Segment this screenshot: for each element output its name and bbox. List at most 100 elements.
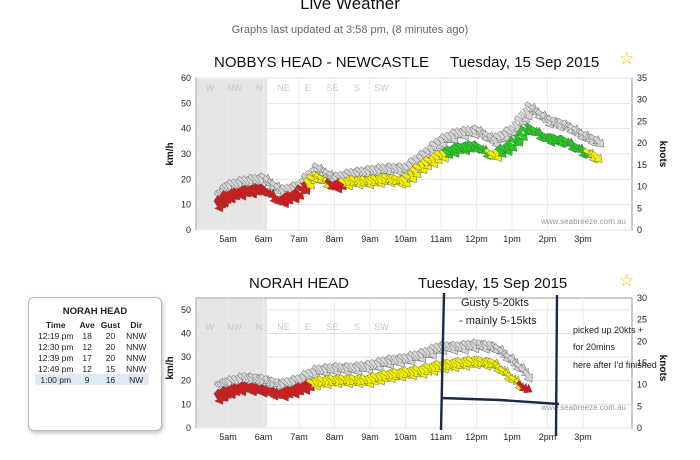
chart1-kmh-ticks: 0 10 20 30 40 50 60 [181,73,191,235]
kmh-tick-label: 10 [181,200,191,210]
cell-ave: 9 [76,374,98,385]
time-tick-label: 2pm [539,234,557,244]
cell-time: 12:49 pm [38,363,74,374]
time-tick-label: 9am [361,432,379,442]
time-tick-label: 5am [219,234,237,244]
cell-dir: NW [123,374,150,385]
chart1-favourite-star-icon[interactable]: ☆ [619,49,635,68]
time-tick-label: 9am [361,234,379,244]
header-dir: Dir [130,320,143,330]
time-tick-label: 2pm [539,432,557,442]
cell-dir: NNW [126,352,147,363]
wind-arrow-shape [522,369,533,383]
direction-label: SW [374,322,389,332]
time-tick-label: 8am [326,234,344,244]
chart1-ylabel: km/h [165,142,176,165]
chart2-station-name: NORAH HEAD [249,275,350,292]
direction-label: NE [277,83,290,93]
direction-label: N [256,322,263,332]
kmh-tick-label: 60 [181,73,191,83]
time-tick-label: 3pm [574,234,592,244]
knot-tick-label: 25 [637,116,647,126]
time-tick-label: 1pm [503,234,521,244]
knot-tick-label: 30 [637,95,647,105]
table-row: 12:19 pm 18 20 NNW [35,330,149,341]
kmh-tick-label: 50 [181,305,191,315]
knot-tick-label: 35 [637,73,647,83]
cell-time: 1:00 pm [35,374,77,385]
cell-time: 12:19 pm [38,330,74,341]
table-row: 12:49 pm 12 15 NNW [35,363,149,374]
chart2-wind-arrows [213,338,533,405]
time-tick-label: 7am [290,234,308,244]
direction-label: E [305,322,311,332]
knot-tick-label: 20 [637,336,647,346]
direction-label: E [305,83,311,93]
header-ave: Ave [79,320,95,330]
knot-tick-label: 10 [637,380,647,390]
observations-table: Time Ave Gust Dir 12:19 pm 18 20 NNW 12:… [35,320,150,385]
time-tick-label: 11am [430,432,452,442]
knot-tick-label: 25 [637,315,647,325]
time-tick-label: 8am [326,432,344,442]
chart1-wind-arrows [213,101,605,213]
wind-arrow-shape [518,382,533,394]
wind-arrow [522,106,533,121]
annotation-gusty: Gusty 5-20kts [461,297,529,309]
time-tick-label: 12pm [465,234,488,244]
time-tick-label: 1pm [503,432,521,442]
chart2-credit: www.seabreeze.com.au [540,403,626,412]
direction-label: W [206,83,215,93]
annotation-line-horizontal [440,396,560,406]
annotation-note3: here after I'd finished [573,360,657,370]
cell-dir: NNW [126,363,147,374]
knot-tick-label: 10 [637,182,647,192]
knot-tick-label: 20 [637,138,647,148]
time-tick-label: 6am [255,432,273,442]
table-row: 12:39 pm 17 20 NNW [35,352,149,363]
chart2-favourite-star-icon[interactable]: ☆ [619,271,635,290]
cell-dir: NNW [126,330,147,341]
annotation-line-right [554,294,559,437]
wind-arrow [590,150,603,163]
cell-gust: 20 [105,341,116,352]
annotation-line-left [439,292,446,431]
cell-ave: 12 [82,363,92,374]
direction-label: SE [326,83,338,93]
chart2-kmh-ticks: 0 10 20 30 40 50 [181,305,191,433]
annotation-note1: picked up 20kts + [573,325,643,335]
chart1-credit: www.seabreeze.com.au [540,217,626,226]
chart2-time-ticks: 5am 6am 7am 8am 9am 10am 11am 12pm 1pm 2pm 3pm [219,432,592,442]
cell-ave: 18 [82,330,92,341]
cell-time: 12:39 pm [38,352,74,363]
time-tick-label: 6am [255,234,273,244]
knot-tick-label: 0 [637,423,642,433]
cell-time: 12:30 pm [38,341,74,352]
chart1: W NW N NE E SE S SW 0 10 20 30 40 50 60 0 5 10 15 20 25 30 3… [165,73,668,244]
chart2-knot-ticks: 0 5 10 15 20 25 30 [637,293,647,433]
knot-tick-label: 30 [637,293,647,303]
chart2-ylabel: km/h [165,356,176,379]
wind-arrow-shape [522,106,533,121]
time-tick-label: 11am [430,234,452,244]
direction-label: SW [374,83,389,93]
kmh-tick-label: 20 [181,376,191,386]
cell-gust: 16 [97,374,124,385]
kmh-tick-label: 10 [181,399,191,409]
chart2: W NW N NE E SE S SW 0 10 20 30 40 50 0 5 10 15 20 25 30 5a… [165,292,668,442]
kmh-tick-label: 40 [181,328,191,338]
knot-tick-label: 5 [637,401,642,411]
cell-gust: 20 [105,330,116,341]
kmh-tick-label: 0 [186,225,191,235]
time-tick-label: 12pm [465,432,488,442]
direction-label: SE [326,322,338,332]
page-title: Live Weather [300,0,400,13]
direction-label: NW [227,322,242,332]
cell-gust: 15 [105,363,116,374]
cell-ave: 17 [82,352,92,363]
time-tick-label: 5am [219,432,237,442]
direction-label: W [206,322,215,332]
time-tick-label: 10am [394,432,417,442]
direction-label: S [354,83,360,93]
chart1-y2label: knots [657,141,668,168]
